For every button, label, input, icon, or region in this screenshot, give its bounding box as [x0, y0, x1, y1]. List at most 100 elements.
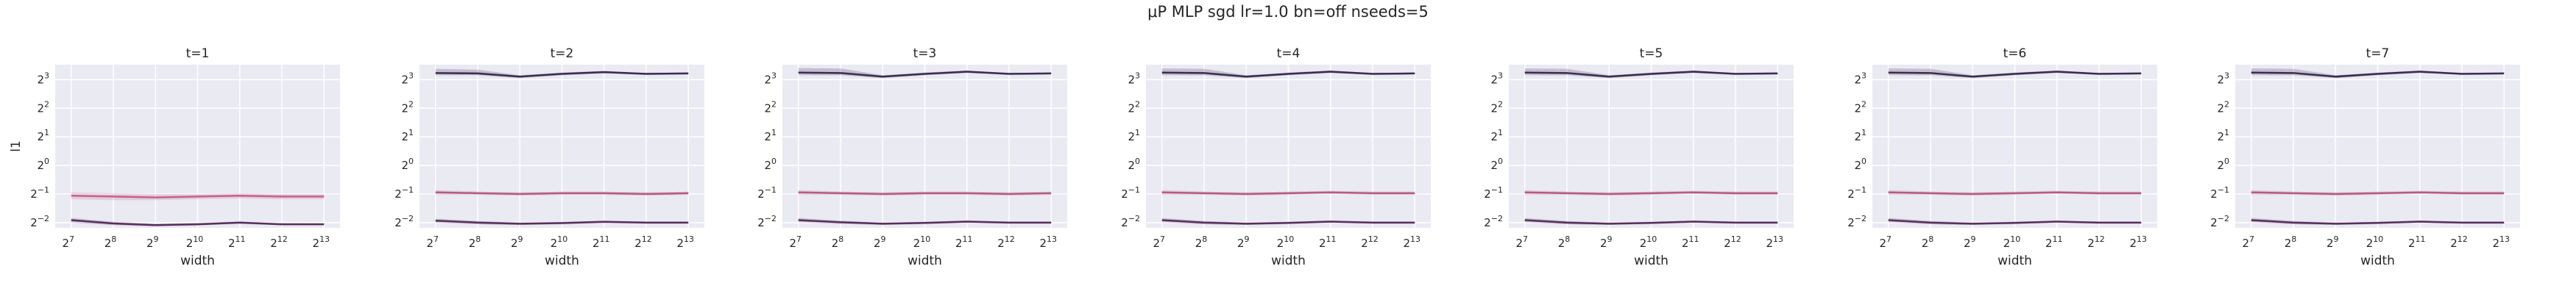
x-tick-label: 28 — [832, 234, 844, 250]
x-tick-label: 211 — [1319, 234, 1337, 250]
y-tick-label: 2−1 — [30, 185, 49, 201]
x-axis-label: width — [2360, 254, 2395, 268]
y-tick-label: 2−2 — [1484, 214, 1503, 229]
x-tick-label: 29 — [2326, 234, 2339, 250]
series-line-3 — [1524, 219, 1778, 225]
x-tick-label: 27 — [2242, 234, 2254, 250]
x-tick-label: 212 — [1724, 234, 1741, 250]
y-tick-label: 2−2 — [2210, 214, 2229, 229]
series-line-2 — [71, 219, 325, 226]
x-tick-label: 27 — [1153, 234, 1165, 250]
x-tick-label: 210 — [1640, 234, 1657, 250]
x-tick-label: 211 — [592, 234, 610, 250]
x-tick-label: 29 — [146, 234, 159, 250]
subplot-1: t=1 2−2 2−1 20 21 22 23 27 28 29 210 211 212 213 width… — [9, 46, 340, 268]
series-line-1 — [2251, 71, 2505, 78]
subplot-5: t=5 2−2 2−1 20 21 22 23 27 28 29 210 211 212 213 width — [1484, 46, 1794, 268]
x-tick-label: 212 — [1361, 234, 1379, 250]
x-tick-label: 210 — [913, 234, 931, 250]
x-tick-label: 27 — [1515, 234, 1528, 250]
subplot-3: t=3 2−2 2−1 20 21 22 23 27 28 29 210 211 212 213 width — [757, 46, 1067, 268]
y-tick-label: 22 — [401, 99, 414, 115]
x-tick-label: 28 — [469, 234, 481, 250]
subplot-4: t=4 2−2 2−1 20 21 22 23 27 28 29 210 211 212 213 width — [1121, 46, 1431, 268]
series-line-1 — [1888, 71, 2142, 78]
series-line-2 — [1888, 191, 2142, 196]
y-tick-label: 22 — [37, 99, 49, 115]
y-tick-label: 23 — [764, 71, 776, 86]
x-tick-label: 27 — [426, 234, 439, 250]
x-tick-label: 211 — [2045, 234, 2063, 250]
x-axis-label: width — [1634, 254, 1669, 268]
y-tick-label: 2−1 — [1484, 185, 1503, 201]
series-line-1 — [1524, 71, 1778, 78]
y-tick-label: 22 — [2217, 99, 2229, 115]
series-line-1 — [71, 194, 325, 198]
x-tick-label: 213 — [1039, 234, 1057, 250]
x-tick-label: 29 — [1237, 234, 1250, 250]
subplot-title: t=6 — [2003, 46, 2027, 61]
y-tick-label: 21 — [2217, 128, 2229, 143]
x-tick-label: 28 — [105, 234, 117, 250]
subplot-title: t=2 — [551, 46, 574, 61]
x-axis-label: width — [545, 254, 579, 268]
x-tick-label: 212 — [2450, 234, 2468, 250]
y-tick-label: 20 — [37, 157, 49, 172]
subplot-title: t=4 — [1277, 46, 1301, 61]
x-tick-label: 213 — [676, 234, 694, 250]
x-tick-label: 210 — [2003, 234, 2021, 250]
x-axis-label: width — [907, 254, 942, 268]
series-line-1 — [1161, 71, 1415, 78]
y-tick-label: 22 — [1128, 99, 1140, 115]
x-axis-label: width — [180, 254, 215, 268]
x-tick-label: 211 — [228, 234, 246, 250]
series-line-2 — [1161, 191, 1415, 196]
y-tick-label: 2−2 — [1121, 214, 1140, 229]
series-line-1 — [798, 71, 1052, 78]
x-tick-label: 211 — [955, 234, 973, 250]
x-tick-label: 213 — [312, 234, 330, 250]
y-tick-label: 22 — [764, 99, 776, 115]
x-axis-label: width — [1998, 254, 2032, 268]
x-axis-label: width — [1271, 254, 1306, 268]
x-tick-label: 29 — [874, 234, 886, 250]
y-tick-label: 23 — [1128, 71, 1140, 86]
x-tick-label: 29 — [1964, 234, 1976, 250]
series-line-3 — [1888, 219, 2142, 225]
x-tick-label: 28 — [1558, 234, 1571, 250]
y-tick-label: 2−2 — [30, 214, 49, 229]
x-tick-label: 210 — [2366, 234, 2384, 250]
y-tick-label: 23 — [1490, 71, 1503, 86]
x-tick-label: 29 — [1600, 234, 1613, 250]
y-tick-label: 20 — [401, 157, 414, 172]
y-tick-label: 21 — [37, 128, 49, 143]
x-tick-label: 210 — [551, 234, 568, 250]
y-tick-label: 21 — [1490, 128, 1503, 143]
y-tick-label: 20 — [1854, 157, 1866, 172]
y-tick-label: 2−1 — [757, 185, 776, 201]
x-tick-label: 213 — [1766, 234, 1783, 250]
y-tick-label: 20 — [764, 157, 776, 172]
subplot-title: t=3 — [913, 46, 937, 61]
y-tick-label: 22 — [1490, 99, 1503, 115]
y-tick-label: 2−1 — [1121, 185, 1140, 201]
series-line-2 — [1524, 191, 1778, 196]
subplot-title: t=7 — [2366, 46, 2390, 61]
subplot-6: t=6 2−2 2−1 20 21 22 23 27 28 29 210 211 212 213 width — [1847, 46, 2157, 268]
x-tick-label: 213 — [1403, 234, 1420, 250]
x-tick-label: 211 — [1682, 234, 1699, 250]
x-tick-label: 210 — [186, 234, 204, 250]
x-tick-label: 210 — [1277, 234, 1295, 250]
series-line-3 — [435, 219, 689, 225]
x-tick-label: 213 — [2492, 234, 2510, 250]
figure-title: μP MLP sgd lr=1.0 bn=off nseeds=5 — [1147, 3, 1429, 21]
y-tick-label: 21 — [764, 128, 776, 143]
x-tick-label: 212 — [2087, 234, 2105, 250]
series-line-1 — [435, 71, 689, 78]
y-tick-label: 2−1 — [394, 185, 414, 201]
x-tick-label: 27 — [62, 234, 74, 250]
y-tick-label: 23 — [401, 71, 414, 86]
y-tick-label: 22 — [1854, 99, 1866, 115]
y-tick-label: 2−2 — [1847, 214, 1866, 229]
y-tick-label: 2−2 — [394, 214, 414, 229]
